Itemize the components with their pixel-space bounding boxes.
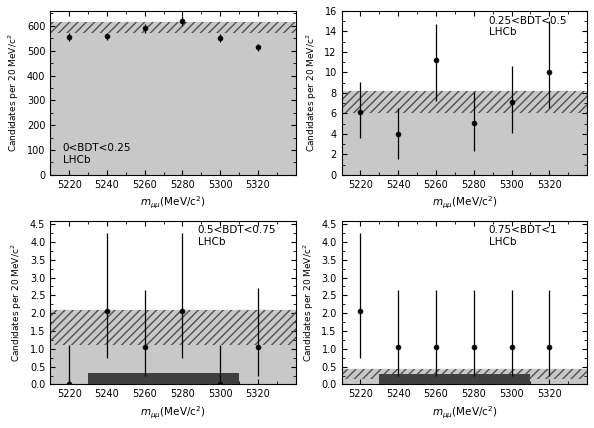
X-axis label: $m_{\mu\mu}$(MeV/c$^2$): $m_{\mu\mu}$(MeV/c$^2$): [432, 195, 497, 211]
X-axis label: $m_{\mu\mu}$(MeV/c$^2$): $m_{\mu\mu}$(MeV/c$^2$): [432, 405, 497, 421]
Y-axis label: Candidates per 20 MeV/c$^2$: Candidates per 20 MeV/c$^2$: [304, 33, 319, 152]
Text: 0.75<BDT<1
LHCb: 0.75<BDT<1 LHCb: [489, 226, 558, 247]
Y-axis label: Candidates per 20 MeV/c$^2$: Candidates per 20 MeV/c$^2$: [10, 243, 24, 362]
X-axis label: $m_{\mu\mu}$(MeV/c$^2$): $m_{\mu\mu}$(MeV/c$^2$): [140, 195, 206, 211]
Y-axis label: Candidates per 20 MeV/c$^2$: Candidates per 20 MeV/c$^2$: [301, 243, 315, 362]
Text: 0.25<BDT<0.5
LHCb: 0.25<BDT<0.5 LHCb: [489, 16, 567, 38]
Y-axis label: Candidates per 20 MeV/c$^2$: Candidates per 20 MeV/c$^2$: [7, 33, 21, 152]
Bar: [380, 374, 530, 384]
Bar: [88, 373, 239, 384]
X-axis label: $m_{\mu\mu}$(MeV/c$^2$): $m_{\mu\mu}$(MeV/c$^2$): [140, 405, 206, 421]
Text: 0<BDT<0.25
LHCb: 0<BDT<0.25 LHCb: [62, 143, 131, 165]
Text: 0.5<BDT<0.75
LHCb: 0.5<BDT<0.75 LHCb: [198, 226, 276, 247]
